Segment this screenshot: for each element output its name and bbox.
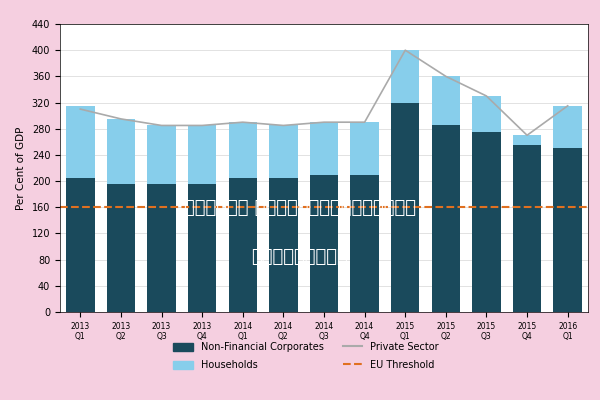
- Bar: [310, 122, 338, 174]
- Bar: [350, 174, 379, 312]
- Bar: [107, 184, 135, 312]
- Bar: [391, 50, 419, 102]
- Bar: [431, 76, 460, 126]
- Bar: [188, 126, 217, 184]
- Bar: [66, 106, 95, 178]
- Bar: [472, 96, 500, 132]
- Bar: [350, 122, 379, 174]
- Bar: [513, 135, 541, 145]
- Bar: [431, 126, 460, 312]
- Bar: [148, 126, 176, 184]
- Bar: [553, 148, 582, 312]
- Bar: [148, 184, 176, 312]
- Bar: [66, 178, 95, 312]
- Bar: [229, 178, 257, 312]
- Bar: [229, 122, 257, 178]
- Text: 炒股配资排名 恒申新材：围绕再生锦纶、高强纤: 炒股配资排名 恒申新材：围绕再生锦纶、高强纤: [184, 199, 416, 217]
- Text: 维研发实现转型升级: 维研发实现转型升级: [251, 248, 349, 266]
- Bar: [553, 106, 582, 148]
- Bar: [391, 102, 419, 312]
- Bar: [472, 132, 500, 312]
- Bar: [269, 126, 298, 178]
- Bar: [310, 174, 338, 312]
- Y-axis label: Per Cent of GDP: Per Cent of GDP: [16, 126, 26, 210]
- Legend: Non-Financial Corporates, Households, Private Sector, EU Threshold: Non-Financial Corporates, Households, Pr…: [169, 337, 443, 375]
- Bar: [269, 178, 298, 312]
- Bar: [188, 184, 217, 312]
- Bar: [513, 145, 541, 312]
- Bar: [107, 119, 135, 184]
